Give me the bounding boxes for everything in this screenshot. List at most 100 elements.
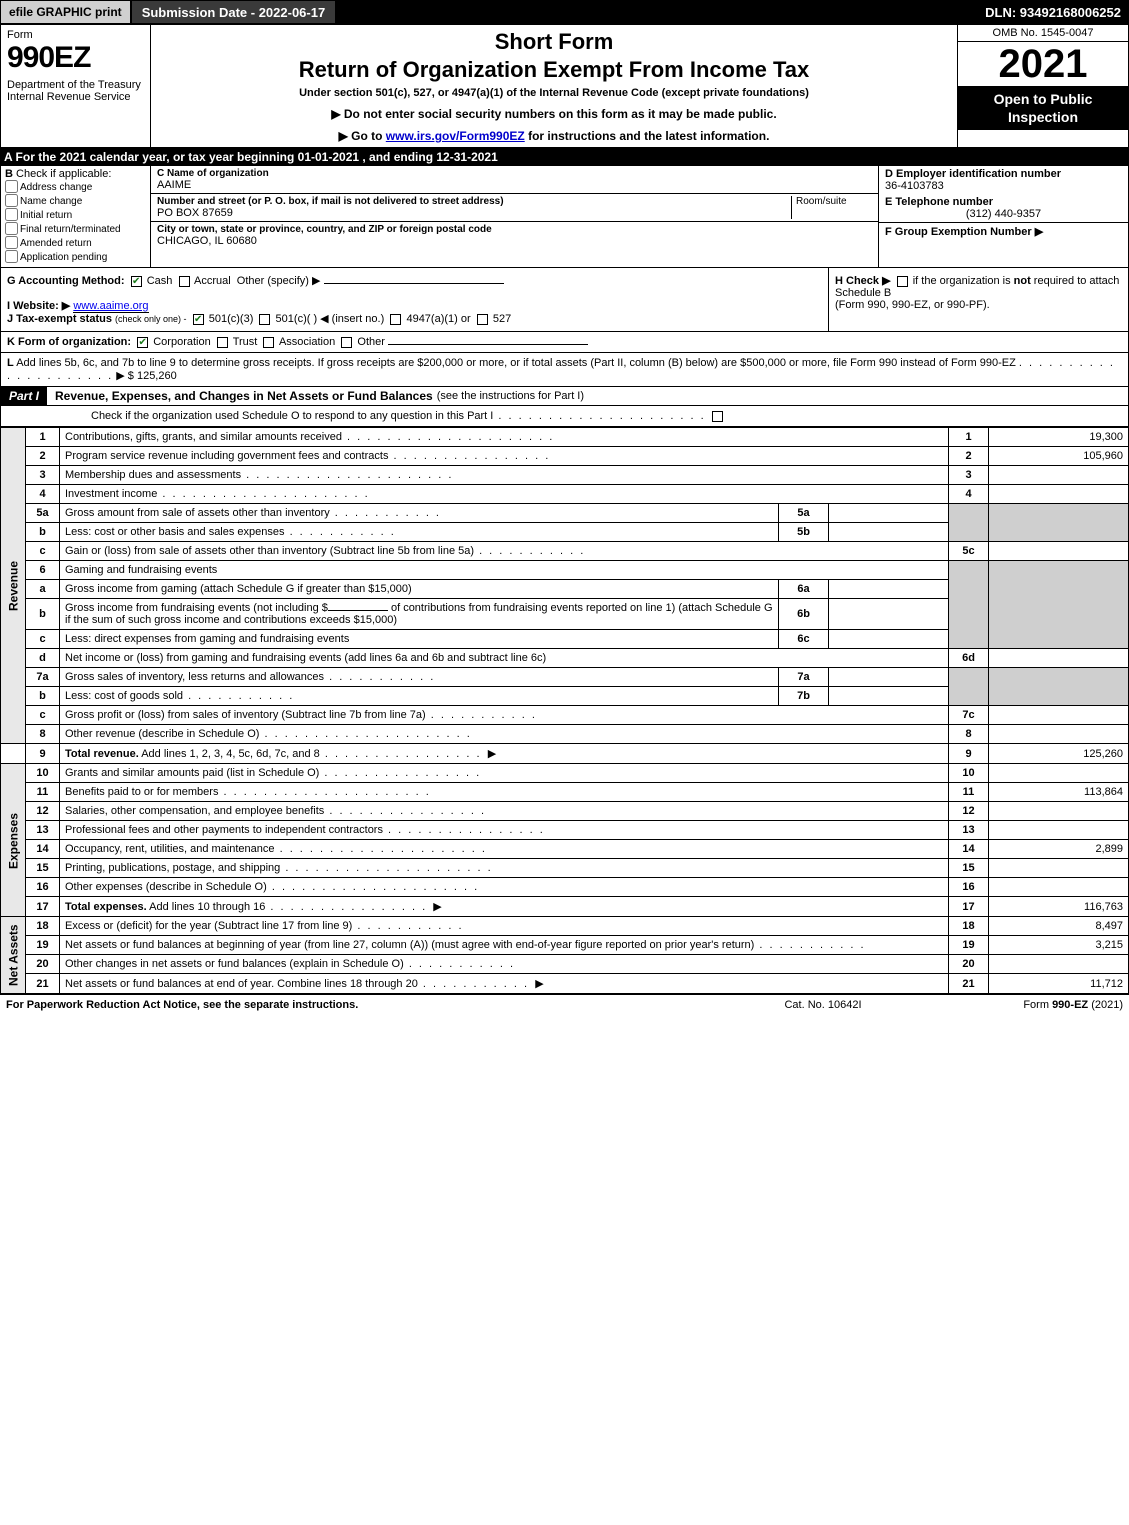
section-d: D Employer identification number 36-4103… (878, 166, 1128, 267)
l12-amt (989, 802, 1129, 821)
l5c-desc: Gain or (loss) from sale of assets other… (65, 545, 585, 557)
l3-amt (989, 466, 1129, 485)
check-application-pending[interactable]: Application pending (5, 251, 146, 264)
l10-amt (989, 764, 1129, 783)
line-6d: d Net income or (loss) from gaming and f… (1, 649, 1129, 668)
checkbox-name-change[interactable] (5, 194, 18, 207)
top-bar: efile GRAPHIC print Submission Date - 20… (0, 0, 1129, 24)
footer-catalog: Cat. No. 10642I (723, 999, 923, 1011)
line-19: 19 Net assets or fund balances at beginn… (1, 936, 1129, 955)
l12-desc: Salaries, other compensation, and employ… (65, 805, 486, 817)
l12-num: 12 (26, 802, 60, 821)
l6c-subval (829, 630, 949, 649)
checkbox-application-pending[interactable] (5, 250, 18, 263)
checkbox-amended-return[interactable] (5, 236, 18, 249)
l16-amt (989, 878, 1129, 897)
l7a-subval (829, 668, 949, 687)
netassets-tab: Net Assets (1, 917, 26, 994)
line-14: 14 Occupancy, rent, utilities, and maint… (1, 840, 1129, 859)
b-check-label: Check if applicable: (16, 168, 111, 180)
l9-desc2: Add lines 1, 2, 3, 4, 5c, 6d, 7c, and 8 (139, 748, 482, 760)
b-label: B (5, 168, 13, 180)
l7-graycol (949, 668, 989, 706)
checkbox-address-change[interactable] (5, 180, 18, 193)
l2-desc: Program service revenue including govern… (65, 450, 550, 462)
h-not: not (1014, 275, 1031, 287)
j-label: J Tax-exempt status (7, 313, 112, 325)
k-assoc-check-icon (263, 337, 274, 348)
part1-table: Revenue 1 Contributions, gifts, grants, … (0, 427, 1129, 994)
l7b-subval (829, 687, 949, 706)
website-link[interactable]: www.aaime.org (73, 300, 148, 313)
org-city-val: CHICAGO, IL 60680 (157, 235, 872, 247)
l15-desc: Printing, publications, postage, and shi… (65, 862, 493, 874)
check-initial-return[interactable]: Initial return (5, 209, 146, 222)
phone-hdr: E Telephone number (885, 196, 1122, 208)
l20-amt (989, 955, 1129, 974)
l18-num: 18 (26, 917, 60, 936)
submission-date-label: Submission Date - 2022-06-17 (131, 0, 337, 24)
l7c-col: 7c (949, 706, 989, 725)
l6d-amt (989, 649, 1129, 668)
l4-desc: Investment income (65, 488, 370, 500)
l11-desc: Benefits paid to or for members (65, 786, 431, 798)
goto-pre: ▶ Go to (339, 129, 386, 143)
l11-num: 11 (26, 783, 60, 802)
part1-header-row: Part I Revenue, Expenses, and Changes in… (0, 387, 1129, 406)
l11-col: 11 (949, 783, 989, 802)
l18-desc: Excess or (deficit) for the year (Subtra… (65, 920, 464, 932)
l14-desc: Occupancy, rent, utilities, and maintena… (65, 843, 487, 855)
l17-amt: 116,763 (989, 897, 1129, 917)
check-address-change[interactable]: Address change (5, 181, 146, 194)
section-c: C Name of organization AAIME Number and … (151, 166, 878, 267)
l8-col: 8 (949, 725, 989, 744)
l6a-sub: 6a (779, 580, 829, 599)
l1-desc: Contributions, gifts, grants, and simila… (65, 431, 554, 443)
check-final-return[interactable]: Final return/terminated (5, 223, 146, 236)
org-addr-val: PO BOX 87659 (157, 207, 787, 219)
line-15: 15 Printing, publications, postage, and … (1, 859, 1129, 878)
dln-label: DLN: 93492168006252 (977, 0, 1129, 24)
l6-graycol (949, 561, 989, 649)
goto-post: for instructions and the latest informat… (525, 129, 770, 143)
l15-col: 15 (949, 859, 989, 878)
l21-num: 21 (26, 974, 60, 994)
ssn-note: ▶ Do not enter social security numbers o… (157, 107, 951, 121)
l6a-subval (829, 580, 949, 599)
k-label: K Form of organization: (7, 336, 131, 348)
expenses-tab: Expenses (1, 764, 26, 917)
l17-desc2: Add lines 10 through 16 (147, 901, 427, 913)
efile-print-button[interactable]: efile GRAPHIC print (0, 0, 131, 24)
l7a-sub: 7a (779, 668, 829, 687)
l7c-amt (989, 706, 1129, 725)
line-12: 12 Salaries, other compensation, and emp… (1, 802, 1129, 821)
l14-amt: 2,899 (989, 840, 1129, 859)
l7a-desc: Gross sales of inventory, less returns a… (65, 671, 435, 683)
l13-col: 13 (949, 821, 989, 840)
irs-link[interactable]: www.irs.gov/Form990EZ (386, 129, 525, 143)
check-name-change[interactable]: Name change (5, 195, 146, 208)
l6d-num: d (26, 649, 60, 668)
part1-check-text: Check if the organization used Schedule … (91, 410, 706, 422)
l6a-desc: Gross income from gaming (attach Schedul… (60, 580, 779, 599)
j-527-check-icon (477, 314, 488, 325)
l21-amt: 11,712 (989, 974, 1129, 994)
check-amended-return[interactable]: Amended return (5, 237, 146, 250)
l5b-num: b (26, 523, 60, 542)
l6c-sub: 6c (779, 630, 829, 649)
checkbox-initial-return[interactable] (5, 208, 18, 221)
org-name-hdr: C Name of organization (157, 168, 872, 179)
l18-amt: 8,497 (989, 917, 1129, 936)
checkbox-final-return[interactable] (5, 222, 18, 235)
l20-desc: Other changes in net assets or fund bala… (65, 958, 515, 970)
l8-amt (989, 725, 1129, 744)
l5-graycol (949, 504, 989, 542)
l6b-subval (829, 599, 949, 630)
l16-col: 16 (949, 878, 989, 897)
l5a-num: 5a (26, 504, 60, 523)
line-7c: c Gross profit or (loss) from sales of i… (1, 706, 1129, 725)
l8-num: 8 (26, 725, 60, 744)
line-9: 9 Total revenue. Add lines 1, 2, 3, 4, 5… (1, 744, 1129, 764)
section-g: G Accounting Method: ✔ Cash Accrual Othe… (1, 268, 828, 331)
accrual-checkbox-icon (179, 276, 190, 287)
